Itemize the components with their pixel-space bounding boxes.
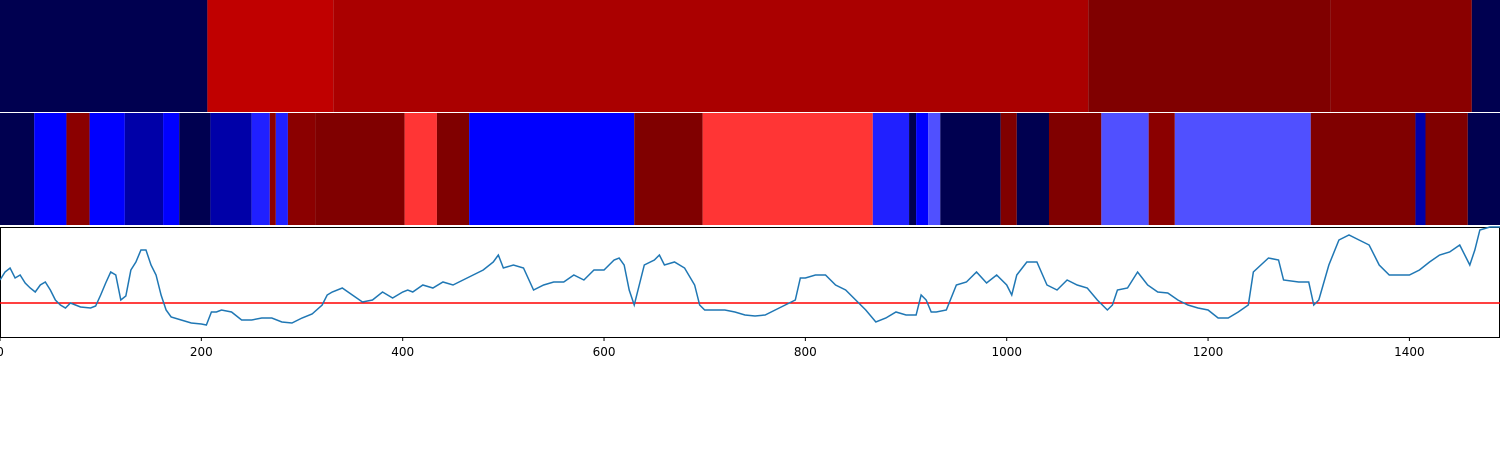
segment	[275, 113, 288, 225]
x-tick-label: 600	[593, 345, 616, 359]
segment	[269, 113, 276, 225]
segment	[1016, 113, 1049, 225]
segment	[1148, 113, 1175, 225]
segment	[1310, 113, 1416, 225]
segment	[89, 113, 125, 225]
segment	[1000, 113, 1017, 225]
segment	[1101, 113, 1149, 225]
segment	[1425, 113, 1468, 225]
segment	[909, 113, 917, 225]
segment	[1088, 0, 1331, 112]
segment	[0, 113, 35, 225]
x-tick-label: 400	[391, 345, 414, 359]
x-tick-label: 0	[0, 345, 4, 359]
segment	[1048, 113, 1102, 225]
segment	[0, 0, 208, 112]
segment	[34, 113, 67, 225]
segment	[1174, 113, 1311, 225]
segment	[287, 113, 316, 225]
segment	[207, 0, 334, 112]
segment	[928, 113, 941, 225]
x-tick-label: 200	[190, 345, 213, 359]
segment	[333, 0, 1089, 112]
segment	[163, 113, 180, 225]
data-line	[0, 226, 1500, 326]
segment	[702, 113, 873, 225]
segment	[1471, 0, 1500, 112]
segment	[469, 113, 635, 225]
segment	[124, 113, 164, 225]
segment	[315, 113, 405, 225]
segment	[404, 113, 437, 225]
segment	[872, 113, 910, 225]
segment	[1467, 113, 1500, 225]
segment	[436, 113, 470, 225]
segment	[634, 113, 703, 225]
x-tick-label: 1400	[1394, 345, 1425, 359]
segment	[1415, 113, 1426, 225]
x-tick-label: 1200	[1193, 345, 1224, 359]
x-tick-label: 800	[794, 345, 817, 359]
segment	[916, 113, 929, 225]
segment	[66, 113, 90, 225]
segment	[210, 113, 252, 225]
segment	[940, 113, 1001, 225]
segment	[179, 113, 211, 225]
segment	[1330, 0, 1472, 112]
segment	[251, 113, 270, 225]
plot-frame	[0, 227, 1500, 338]
x-tick-label: 1000	[991, 345, 1022, 359]
